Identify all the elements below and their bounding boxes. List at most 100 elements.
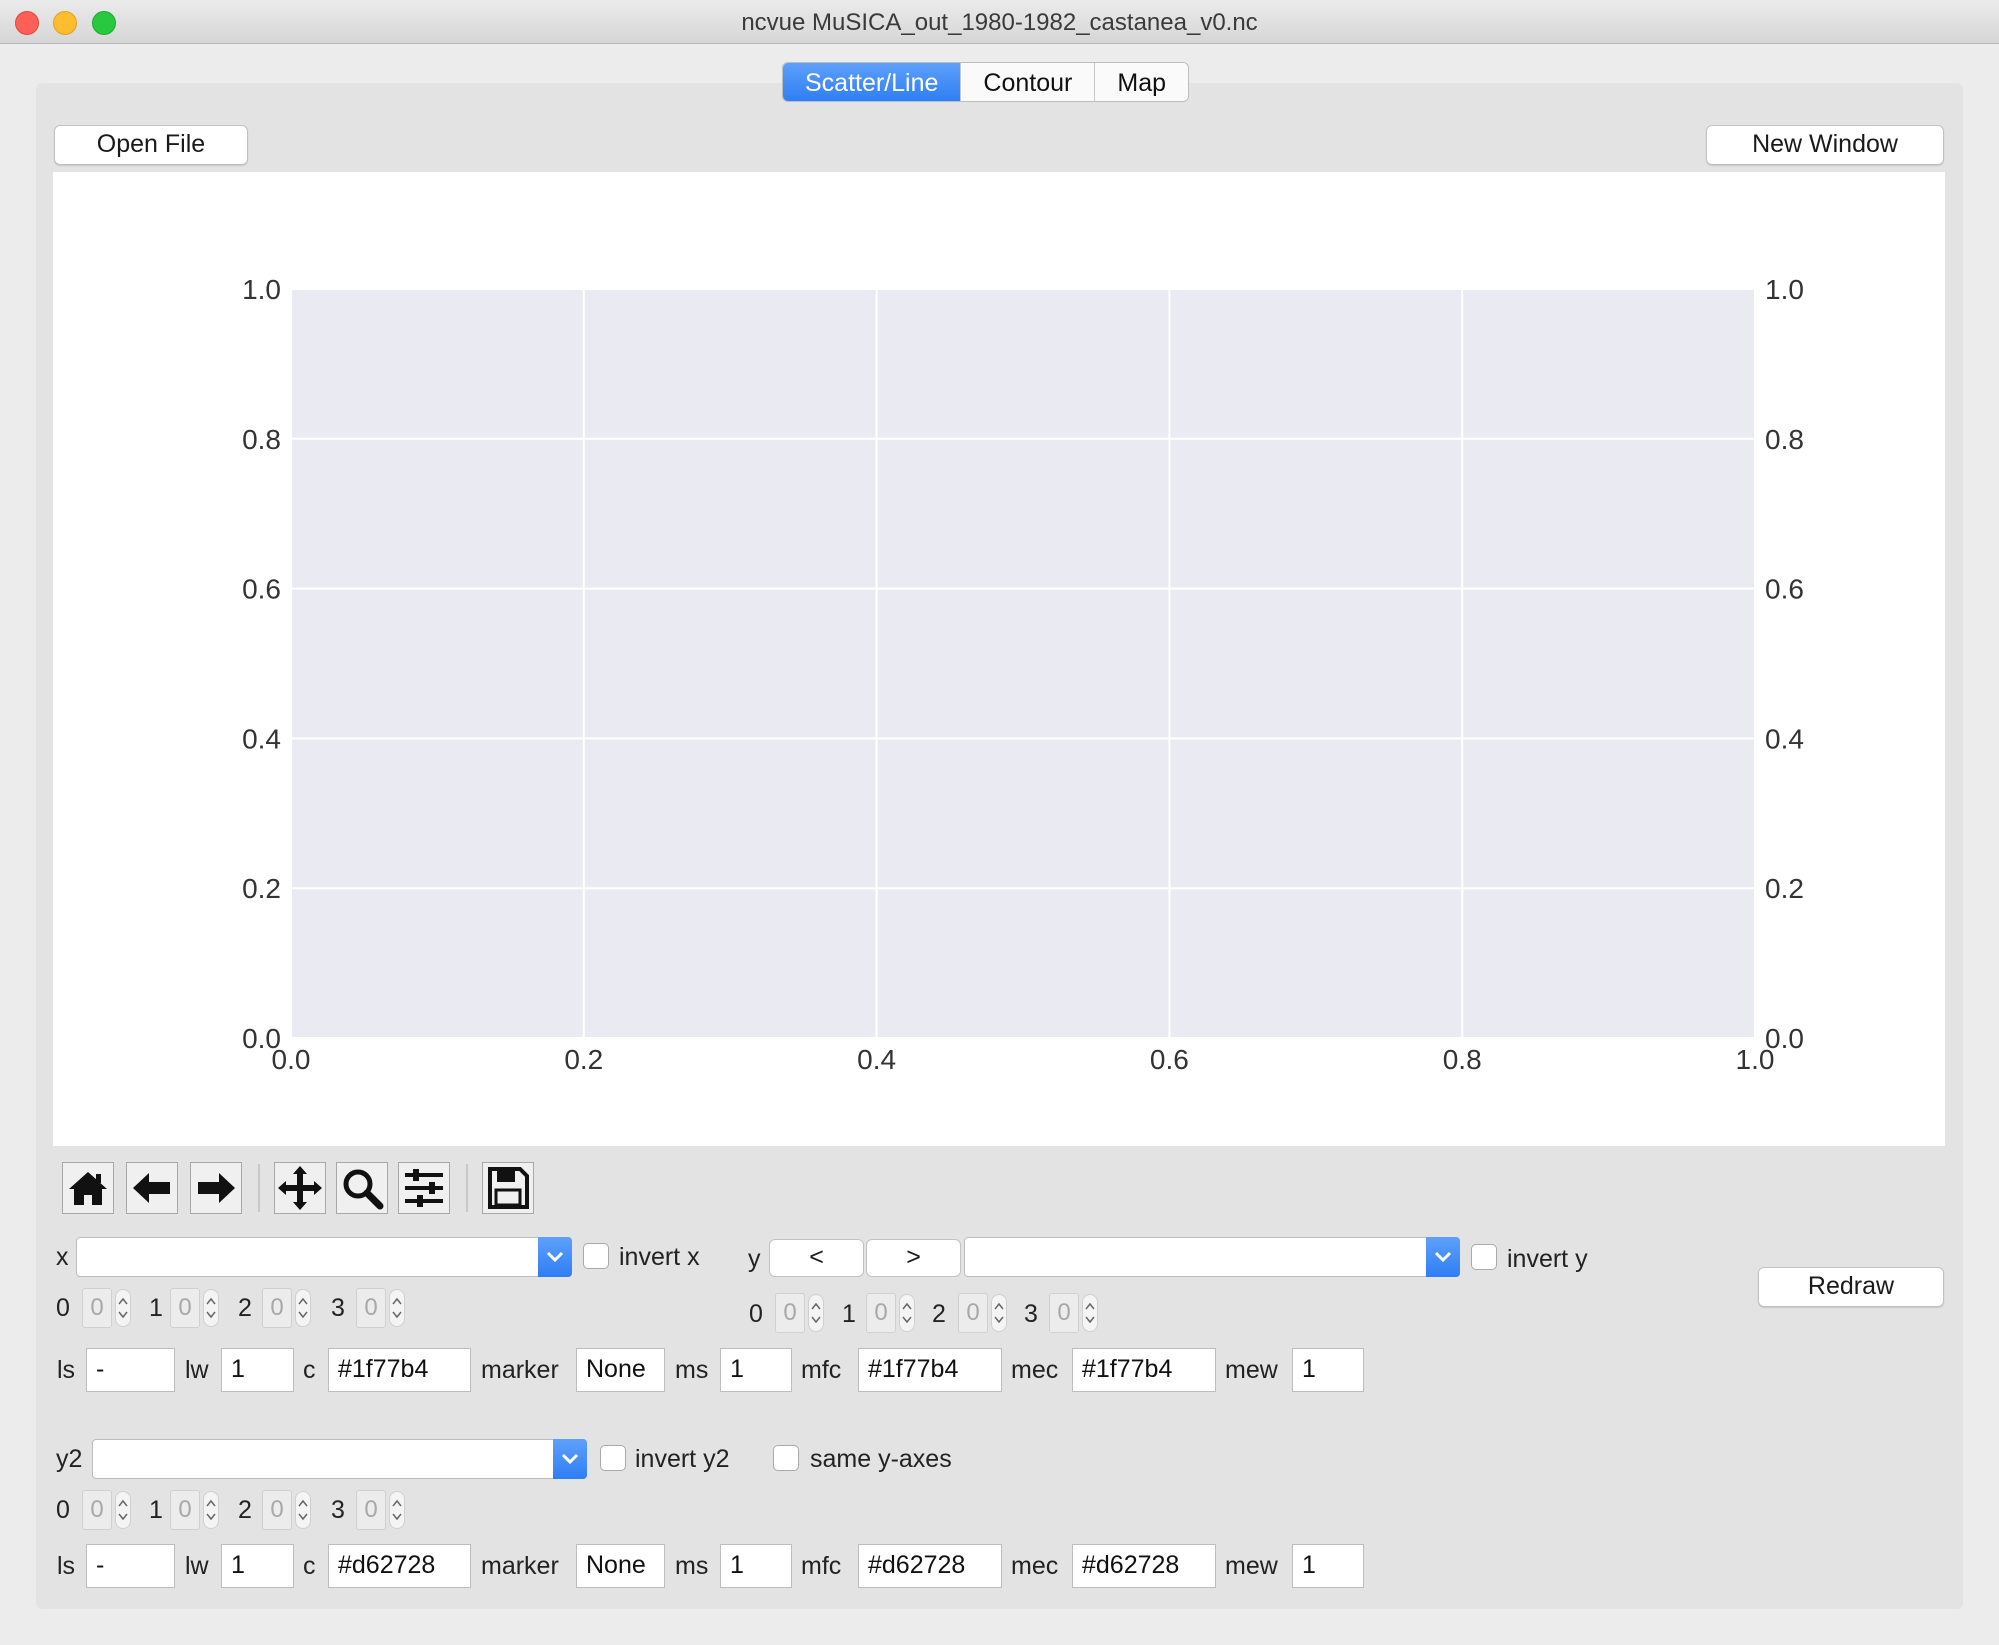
tab-scatter-line[interactable]: Scatter/Line [783,63,962,101]
y2-dim3-spinbox[interactable]: 0 [356,1490,405,1530]
y2-variable-select[interactable] [92,1439,587,1479]
y2-tick-label: 0.0 [1765,1023,1804,1054]
same-y-axes-checkbox[interactable] [773,1445,799,1471]
y2-lw-label: lw [185,1552,209,1580]
y-next-button[interactable]: > [866,1239,961,1277]
plot-canvas[interactable]: 0.0 0.2 0.4 0.6 0.8 1.0 0.0 0.2 0.4 0.6 0.8 1.0 0.0 0… [53,172,1945,1146]
x-ls-label: ls [57,1356,76,1384]
y2-marker-label: marker [481,1552,559,1580]
x-dim3-label: 3 [331,1294,345,1322]
y2-mec-input[interactable]: #d62728 [1072,1544,1216,1588]
invert-x-checkbox[interactable] [583,1243,609,1269]
x-mec-input[interactable]: #1f77b4 [1072,1348,1216,1392]
x-tick-label: 0.2 [564,1044,603,1075]
x-mew-input[interactable]: 1 [1292,1348,1364,1392]
x-dim2-label: 2 [238,1294,252,1322]
x-c-label: c [303,1356,316,1384]
y2-dim2-label: 2 [238,1496,252,1524]
invert-y-checkbox[interactable] [1471,1244,1497,1270]
y2-marker-input[interactable]: None [576,1544,665,1588]
x-tick-label: 0.6 [1150,1044,1189,1075]
y2-ms-input[interactable]: 1 [720,1544,792,1588]
invert-y2-checkbox[interactable] [600,1445,626,1471]
y-variable-select[interactable] [964,1237,1460,1277]
tab-contour[interactable]: Contour [961,63,1096,101]
chevron-down-icon [538,1237,572,1277]
x-ms-label: ms [675,1356,709,1384]
x-ls-input[interactable]: - [86,1348,175,1392]
y-dim3-spinbox[interactable]: 0 [1049,1293,1098,1333]
x-dim2-spinbox[interactable]: 0 [262,1288,311,1328]
window-title: ncvue MuSICA_out_1980-1982_castanea_v0.n… [741,9,1258,36]
y2-ls-input[interactable]: - [86,1544,175,1588]
x-mec-label: mec [1011,1356,1059,1384]
x-mfc-label: mfc [801,1356,842,1384]
pan-icon[interactable] [274,1162,326,1214]
plot-area [291,289,1755,1038]
y2-mfc-label: mfc [801,1552,842,1580]
y2-dim0-label: 0 [56,1496,70,1524]
close-window-button[interactable] [15,11,39,35]
x-marker-label: marker [481,1356,559,1384]
x-ms-input[interactable]: 1 [720,1348,792,1392]
invert-y-label: invert y [1507,1245,1588,1273]
back-arrow-icon[interactable] [126,1162,178,1214]
toolbar-separator [466,1164,468,1212]
y-dim0-spinbox[interactable]: 0 [775,1293,824,1333]
x-tick-label: 1.0 [1736,1044,1775,1075]
y-tick-label: 0.6 [242,574,281,605]
y-tick-label: 0.2 [242,873,281,904]
open-file-button[interactable]: Open File [54,125,248,165]
invert-x-label: invert x [619,1243,700,1271]
y-prev-button[interactable]: < [769,1239,864,1277]
x-dim0-label: 0 [56,1294,70,1322]
home-icon[interactable] [62,1162,114,1214]
y-dim2-label: 2 [932,1300,946,1328]
y-dim2-spinbox[interactable]: 0 [958,1293,1007,1333]
save-icon[interactable] [482,1162,534,1214]
x-c-input[interactable]: #1f77b4 [328,1348,471,1392]
y2-tick-label: 1.0 [1765,274,1804,305]
y2-mec-label: mec [1011,1552,1059,1580]
window-titlebar: ncvue MuSICA_out_1980-1982_castanea_v0.n… [0,0,1999,44]
x-tick-label: 0.8 [1443,1044,1482,1075]
new-window-button[interactable]: New Window [1706,125,1944,165]
minimize-window-button[interactable] [53,11,77,35]
y2-mfc-input[interactable]: #d62728 [858,1544,1002,1588]
y2-label: y2 [56,1445,83,1473]
y2-mew-input[interactable]: 1 [1292,1544,1364,1588]
redraw-button[interactable]: Redraw [1758,1267,1944,1307]
x-dim1-spinbox[interactable]: 0 [170,1288,219,1328]
y-dim3-label: 3 [1024,1300,1038,1328]
y2-tick-label: 0.8 [1765,424,1804,455]
x-dim0-spinbox[interactable]: 0 [82,1288,131,1328]
y-tick-label: 0.0 [242,1023,281,1054]
y2-lw-input[interactable]: 1 [221,1544,294,1588]
chevron-down-icon [1426,1237,1460,1277]
x-variable-select[interactable] [76,1237,572,1277]
tab-map[interactable]: Map [1095,63,1189,101]
x-lw-input[interactable]: 1 [221,1348,294,1392]
x-dim3-spinbox[interactable]: 0 [356,1288,405,1328]
y-dim1-spinbox[interactable]: 0 [866,1293,915,1333]
y-dim1-label: 1 [842,1300,856,1328]
zoom-icon[interactable] [336,1162,388,1214]
chevron-down-icon [553,1439,587,1479]
y2-dim2-spinbox[interactable]: 0 [262,1490,311,1530]
x-dim1-label: 1 [149,1294,163,1322]
x-mfc-input[interactable]: #1f77b4 [858,1348,1002,1392]
chart-svg: 0.0 0.2 0.4 0.6 0.8 1.00.00.20.40.60.81.00.00… [242,274,1804,1075]
y-label: y [748,1245,761,1273]
y2-tick-label: 0.4 [1765,723,1804,754]
y2-dim0-spinbox[interactable]: 0 [82,1490,131,1530]
y2-dim1-spinbox[interactable]: 0 [170,1490,219,1530]
forward-arrow-icon[interactable] [190,1162,242,1214]
y2-ms-label: ms [675,1552,709,1580]
x-marker-input[interactable]: None [576,1348,665,1392]
subplots-configure-icon[interactable] [398,1162,450,1214]
y-tick-label: 0.4 [242,723,281,754]
y2-c-input[interactable]: #d62728 [328,1544,471,1588]
zoom-window-button[interactable] [92,11,116,35]
x-label: x [56,1243,69,1271]
x-tick-label: 0.4 [857,1044,896,1075]
